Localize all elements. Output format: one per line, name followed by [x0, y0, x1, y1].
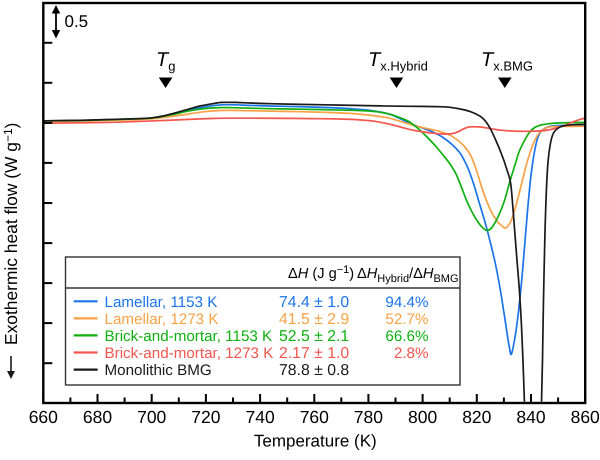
svg-text:66.6%: 66.6% — [385, 328, 428, 345]
svg-text:Lamellar, 1153 K: Lamellar, 1153 K — [105, 294, 218, 311]
svg-text:Brick-and-mortar, 1153 K: Brick-and-mortar, 1153 K — [105, 328, 273, 345]
svg-text:0.5: 0.5 — [65, 12, 89, 31]
svg-text:740: 740 — [245, 407, 274, 427]
svg-text:52.7%: 52.7% — [385, 311, 428, 328]
svg-text:74.4 ± 1.0: 74.4 ± 1.0 — [279, 294, 349, 311]
svg-text:760: 760 — [300, 407, 329, 427]
svg-text:41.5 ± 2.9: 41.5 ± 2.9 — [279, 311, 349, 328]
svg-text:820: 820 — [462, 407, 491, 427]
svg-text:700: 700 — [137, 407, 166, 427]
svg-text:52.5 ± 2.1: 52.5 ± 2.1 — [279, 328, 349, 345]
svg-text:2.8%: 2.8% — [394, 345, 429, 362]
svg-text:680: 680 — [83, 407, 112, 427]
svg-text:660: 660 — [29, 407, 58, 427]
svg-text:720: 720 — [191, 407, 220, 427]
svg-text:2.17 ± 1.0: 2.17 ± 1.0 — [279, 345, 349, 362]
svg-text:Monolithic BMG: Monolithic BMG — [105, 362, 212, 379]
svg-text:Exothermic heat flow (W g−1): Exothermic heat flow (W g−1) — [1, 123, 21, 345]
svg-text:780: 780 — [354, 407, 383, 427]
svg-text:Brick-and-mortar, 1273 K: Brick-and-mortar, 1273 K — [105, 345, 274, 362]
svg-text:Lamellar, 1273 K: Lamellar, 1273 K — [105, 311, 219, 328]
svg-text:Temperature (K): Temperature (K) — [254, 432, 377, 451]
svg-text:78.8 ± 0.8: 78.8 ± 0.8 — [279, 362, 349, 379]
svg-text:800: 800 — [408, 407, 437, 427]
svg-text:840: 840 — [516, 407, 545, 427]
svg-text:94.4%: 94.4% — [385, 294, 428, 311]
svg-text:860: 860 — [571, 407, 600, 427]
